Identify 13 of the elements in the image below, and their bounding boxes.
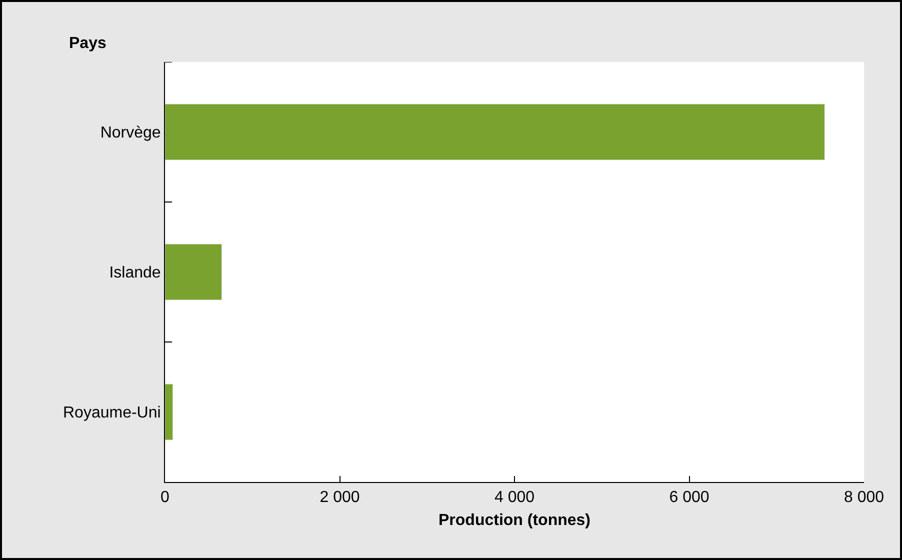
- bar: [165, 104, 825, 160]
- x-axis-title: Production (tonnes): [438, 512, 590, 529]
- y-tick-label: Norvège: [100, 124, 161, 142]
- bar: [165, 244, 222, 300]
- x-tick-label: 6 000: [669, 489, 710, 506]
- x-tick-label: 4 000: [494, 489, 535, 506]
- y-axis-title: Pays: [69, 35, 106, 52]
- x-tick-label: 2 000: [320, 489, 360, 506]
- y-tick-label: Royaume-Uni: [62, 404, 161, 422]
- x-tick-label: 8 000: [844, 489, 884, 506]
- x-tick-label: 0: [160, 489, 170, 506]
- y-tick-label: Islande: [109, 264, 161, 282]
- bar: [165, 384, 174, 440]
